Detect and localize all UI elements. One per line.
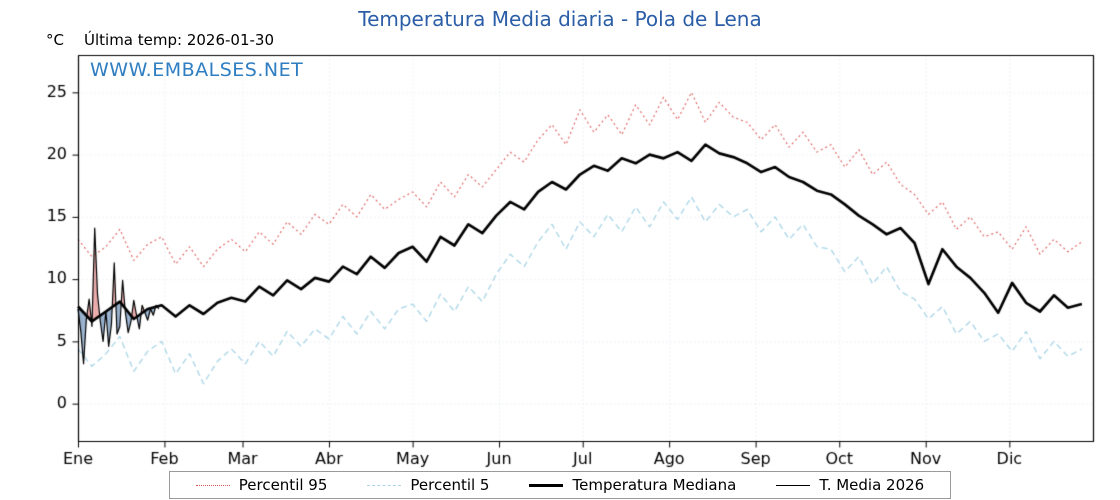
legend-line-sample-mediana xyxy=(529,483,564,487)
watermark-text: WWW.EMBALSES.NET xyxy=(90,59,304,81)
legend-label: Temperatura Mediana xyxy=(572,476,737,494)
legend-item-percentil-95: Percentil 95 xyxy=(195,476,328,494)
legend-box: Percentil 95 Percentil 5 Temperatura Med… xyxy=(168,471,952,499)
legend-line-sample-percentil-5 xyxy=(367,484,402,486)
chart-legend: Percentil 95 Percentil 5 Temperatura Med… xyxy=(0,471,1120,499)
last-temp-label: Última temp: 2026-01-30 xyxy=(84,31,275,49)
chart-subheader: °C Última temp: 2026-01-30 xyxy=(0,31,1120,51)
legend-item-mediana: Temperatura Mediana xyxy=(529,476,736,494)
legend-label: Percentil 95 xyxy=(238,476,328,494)
legend-item-percentil-5: Percentil 5 xyxy=(367,476,489,494)
y-axis-unit-label: °C xyxy=(46,31,64,49)
legend-label: T. Media 2026 xyxy=(819,476,925,494)
legend-line-sample-percentil-95 xyxy=(195,484,230,486)
legend-label: Percentil 5 xyxy=(410,476,490,494)
temperature-line-chart xyxy=(0,51,1120,469)
page-title: Temperatura Media diaria - Pola de Lena xyxy=(358,7,762,31)
legend-line-sample-media-2026 xyxy=(776,484,811,486)
legend-item-media-2026: T. Media 2026 xyxy=(776,476,924,494)
plot-area: WWW.EMBALSES.NET xyxy=(0,51,1120,469)
